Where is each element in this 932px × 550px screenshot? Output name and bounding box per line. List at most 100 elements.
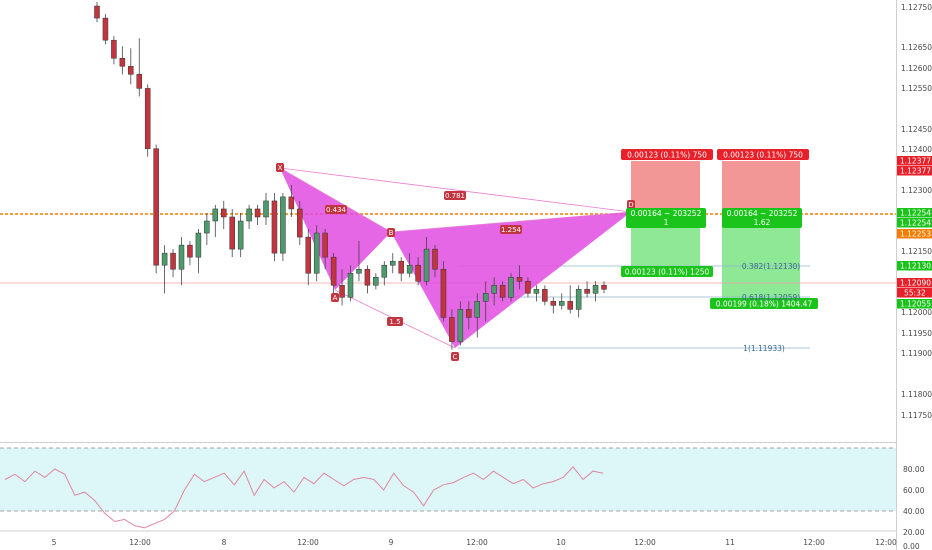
candle-body (271, 200, 278, 254)
position-2-mid-tag[interactable]: 0.00164 ~ 203252 1.62 (722, 208, 802, 228)
price-tag: 1.12090 (897, 278, 932, 288)
time-tick-label: 12:00 (297, 538, 319, 547)
price-tag-text: 1.12377 (900, 157, 931, 166)
point-c-text: C (453, 353, 458, 361)
price-tick-label: 1.12600 (901, 64, 932, 73)
candle-body (390, 260, 396, 266)
candle-body (423, 248, 430, 282)
price-tag-box (897, 218, 932, 228)
candle-body (432, 248, 438, 270)
candle-body (575, 289, 582, 310)
position-1-mid-tag[interactable]: 0.00164 ~ 203252 1 (626, 208, 706, 228)
position-1-target-tag-box (621, 266, 713, 277)
candle-body (542, 289, 548, 302)
point-d-box (627, 200, 635, 209)
price-tag-box (897, 261, 932, 271)
ratio-xad-box (444, 191, 466, 200)
position-2-stop-tag-text: 0.00123 (0.11%) 750 (723, 151, 803, 160)
candle-body (533, 289, 540, 294)
price-axis-background (896, 0, 932, 550)
time-tick-label: 11 (725, 538, 735, 547)
price-axis-ticks: 1.12750 1.12650 1.12600 1.12550 1.12450 … (901, 3, 932, 420)
time-tick-label: 12:00 (803, 538, 825, 547)
candle-body (119, 58, 126, 67)
time-tick-label: 12:00 (875, 538, 897, 547)
pattern-xab-triangle (280, 168, 391, 290)
price-tag: 1.12254 (897, 218, 932, 228)
position-2-stop-tag[interactable]: 0.00123 (0.11%) 750 (717, 149, 809, 160)
position-2-target-tag[interactable]: 0.00199 (0.18%) 1404.47 (710, 298, 818, 309)
position-1-target-tag[interactable]: 0.00123 (0.11%) 1250 (621, 266, 713, 277)
pattern-xb-line (279, 167, 392, 233)
candle-body (288, 196, 295, 210)
price-tag: 1.12253 (897, 229, 932, 239)
candle-body (457, 309, 464, 342)
price-tag-text: 55:32 (904, 289, 926, 298)
position-1-stop-tag[interactable]: 0.00123 (0.11%) 750 (621, 149, 713, 160)
time-tick-label: 10 (556, 538, 566, 547)
time-tick-label: 12:00 (634, 538, 656, 547)
time-tick-label: 12:00 (466, 538, 488, 547)
point-c-label[interactable]: C (451, 352, 459, 361)
candle-body (601, 285, 607, 290)
candle-body (153, 148, 159, 266)
price-tag: 1.12377 (897, 156, 932, 166)
fib-label-1: 1(1.11933) (743, 344, 785, 353)
point-d-text: D (628, 201, 633, 209)
candle-body (111, 39, 117, 59)
ratio-label-abc: 1.5 (387, 317, 403, 326)
candle-body (482, 293, 489, 302)
price-tag: 1.12377 (897, 166, 932, 176)
candle-body (178, 244, 185, 270)
candle-body (339, 285, 345, 298)
price-tag-box (897, 166, 932, 176)
price-tick-label: 1.12650 (901, 43, 932, 52)
long-position-2[interactable] (722, 161, 800, 298)
time-tick-label: 8 (222, 538, 227, 547)
rsi-band (0, 448, 896, 511)
point-c-box (451, 352, 459, 361)
candle-body (381, 264, 388, 278)
price-tick-label: 1.11800 (901, 390, 932, 399)
candle-body (440, 268, 447, 318)
price-tick-label: 1.12550 (901, 84, 932, 93)
point-b-text: B (389, 229, 394, 237)
candle-body (195, 232, 202, 258)
ratio-abc-text: 1.5 (389, 318, 400, 326)
rsi-tick-label: 0.00 (903, 542, 920, 550)
point-d-label[interactable]: D (627, 200, 635, 209)
rsi-tick-label: 80.00 (903, 465, 925, 474)
position-1-target-tag-text: 0.00123 (0.11%) 1250 (625, 268, 710, 277)
time-axis-ticks: 5 12:00 8 12:00 9 12:00 10 12:00 11 12:0… (52, 538, 897, 547)
price-tag: 1.12254 (897, 208, 932, 218)
candle-body (229, 216, 235, 250)
candle-body (102, 17, 109, 41)
price-tick-label: 1.11900 (901, 349, 932, 358)
price-tag-text: 1.12253 (900, 230, 931, 239)
candle-body (237, 220, 244, 250)
price-tick-label: 1.12150 (901, 247, 932, 256)
candle-body (305, 236, 311, 274)
candle-body (559, 301, 565, 306)
candle-body (347, 272, 354, 298)
point-a-text: A (333, 294, 338, 302)
fib-label-382: 0.382(1.12130) (742, 262, 800, 271)
candle-body (136, 74, 142, 89)
point-x-box (276, 163, 284, 172)
ratio-xab-box (325, 205, 347, 214)
position-1-stop-tag-text: 0.00123 (0.11%) 750 (627, 151, 707, 160)
position-2-target-tag-box (710, 298, 818, 309)
pattern-xd-line (279, 167, 632, 213)
candle-body (221, 208, 227, 218)
rsi-tick-label: 60.00 (903, 486, 925, 495)
price-tag-box (897, 156, 932, 166)
point-x-label[interactable]: X (276, 163, 284, 172)
price-tag-box (897, 208, 932, 218)
candle-body (449, 317, 455, 342)
point-a-label[interactable]: A (331, 293, 339, 302)
price-tag-box (897, 299, 932, 309)
candle-body (313, 232, 320, 274)
point-b-label[interactable]: B (387, 228, 395, 237)
candle-body (592, 285, 599, 294)
